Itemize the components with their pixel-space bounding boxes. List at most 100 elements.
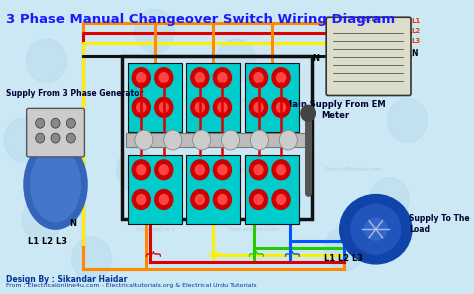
Circle shape	[191, 190, 209, 209]
Text: {: {	[206, 249, 221, 259]
Ellipse shape	[340, 195, 412, 264]
Circle shape	[301, 105, 315, 121]
Text: Elect alOnline u.com: Elect alOnline u.com	[229, 227, 279, 232]
FancyBboxPatch shape	[27, 108, 84, 157]
Circle shape	[195, 73, 204, 83]
Circle shape	[218, 102, 227, 112]
Text: 3 Phase Manual Changeover Switch Wiring Diagram: 3 Phase Manual Changeover Switch Wiring …	[6, 13, 395, 26]
Text: Main Supply From EM
Meter: Main Supply From EM Meter	[284, 101, 386, 120]
Circle shape	[249, 98, 267, 117]
Text: electricalOnline4u.com: electricalOnline4u.com	[127, 98, 183, 103]
Circle shape	[221, 130, 239, 150]
Circle shape	[192, 130, 211, 150]
Circle shape	[218, 73, 227, 83]
Text: N: N	[69, 219, 76, 228]
Circle shape	[276, 102, 285, 112]
Bar	[186, 155, 240, 224]
Circle shape	[276, 165, 285, 175]
Circle shape	[135, 9, 174, 53]
Bar	[186, 63, 240, 132]
Circle shape	[324, 227, 364, 271]
Circle shape	[272, 160, 290, 180]
Circle shape	[72, 237, 111, 281]
Ellipse shape	[24, 140, 87, 229]
Circle shape	[191, 98, 209, 117]
Circle shape	[27, 39, 66, 83]
Circle shape	[36, 118, 45, 128]
Circle shape	[254, 102, 263, 112]
Circle shape	[276, 73, 285, 83]
Circle shape	[254, 165, 263, 175]
Circle shape	[117, 148, 156, 192]
Bar	[245, 155, 299, 224]
Circle shape	[213, 160, 231, 180]
Bar	[245, 63, 299, 132]
Circle shape	[250, 130, 268, 150]
Bar	[128, 155, 182, 224]
Circle shape	[155, 98, 173, 117]
Circle shape	[218, 165, 227, 175]
Circle shape	[159, 102, 168, 112]
Circle shape	[132, 160, 150, 180]
Text: From : Electricalonline4u.com - Electricaltutorials.org & Electrical Urdu Tutori: From : Electricalonline4u.com - Electric…	[6, 283, 256, 288]
Text: L2: L2	[411, 28, 420, 34]
Ellipse shape	[31, 148, 80, 222]
Circle shape	[249, 160, 267, 180]
Circle shape	[388, 98, 427, 142]
Circle shape	[249, 190, 267, 209]
Circle shape	[4, 118, 44, 162]
Circle shape	[155, 190, 173, 209]
Ellipse shape	[351, 204, 401, 254]
Circle shape	[36, 133, 45, 143]
Text: Electrical 4u.com: Electrical 4u.com	[233, 167, 275, 172]
Circle shape	[213, 98, 231, 117]
Text: {: {	[283, 249, 298, 259]
Circle shape	[254, 195, 263, 204]
Text: elect icalOnline4u.com: elect icalOnline4u.com	[127, 167, 182, 172]
Text: L1: L1	[411, 18, 420, 24]
Circle shape	[155, 68, 173, 88]
Circle shape	[159, 195, 168, 204]
FancyBboxPatch shape	[326, 17, 411, 96]
Circle shape	[360, 29, 400, 73]
Text: L1 L2 L3: L1 L2 L3	[324, 254, 364, 263]
Circle shape	[51, 118, 60, 128]
Circle shape	[213, 68, 231, 88]
Text: EEEEEE: EEEEEE	[358, 17, 379, 22]
Circle shape	[276, 195, 285, 204]
Text: N: N	[313, 54, 319, 63]
Circle shape	[272, 68, 290, 88]
Circle shape	[137, 165, 146, 175]
Circle shape	[370, 178, 409, 221]
Text: Design By : Sikandar Haidar: Design By : Sikandar Haidar	[6, 275, 128, 284]
Circle shape	[195, 165, 204, 175]
Circle shape	[249, 68, 267, 88]
Circle shape	[216, 39, 256, 83]
Circle shape	[66, 133, 75, 143]
Circle shape	[164, 130, 182, 150]
Circle shape	[272, 190, 290, 209]
Circle shape	[195, 102, 204, 112]
Text: ElectricalOnline4u.com: ElectricalOnline4u.com	[325, 167, 382, 172]
Circle shape	[22, 198, 62, 241]
Ellipse shape	[365, 218, 387, 240]
Circle shape	[159, 73, 168, 83]
Circle shape	[135, 130, 153, 150]
Circle shape	[132, 68, 150, 88]
Circle shape	[159, 165, 168, 175]
Text: ElectricalOnline+: ElectricalOnline+	[332, 98, 374, 103]
Circle shape	[191, 160, 209, 180]
Circle shape	[132, 98, 150, 117]
Bar	[122, 56, 312, 219]
Text: N: N	[411, 49, 418, 58]
Circle shape	[132, 190, 150, 209]
Circle shape	[137, 195, 146, 204]
Circle shape	[218, 195, 227, 204]
Circle shape	[51, 133, 60, 143]
Bar	[128, 63, 182, 132]
Circle shape	[272, 98, 290, 117]
Circle shape	[191, 68, 209, 88]
Circle shape	[261, 178, 301, 221]
Bar	[126, 133, 311, 147]
Text: Supply From 3 Phase Generator: Supply From 3 Phase Generator	[6, 88, 143, 98]
